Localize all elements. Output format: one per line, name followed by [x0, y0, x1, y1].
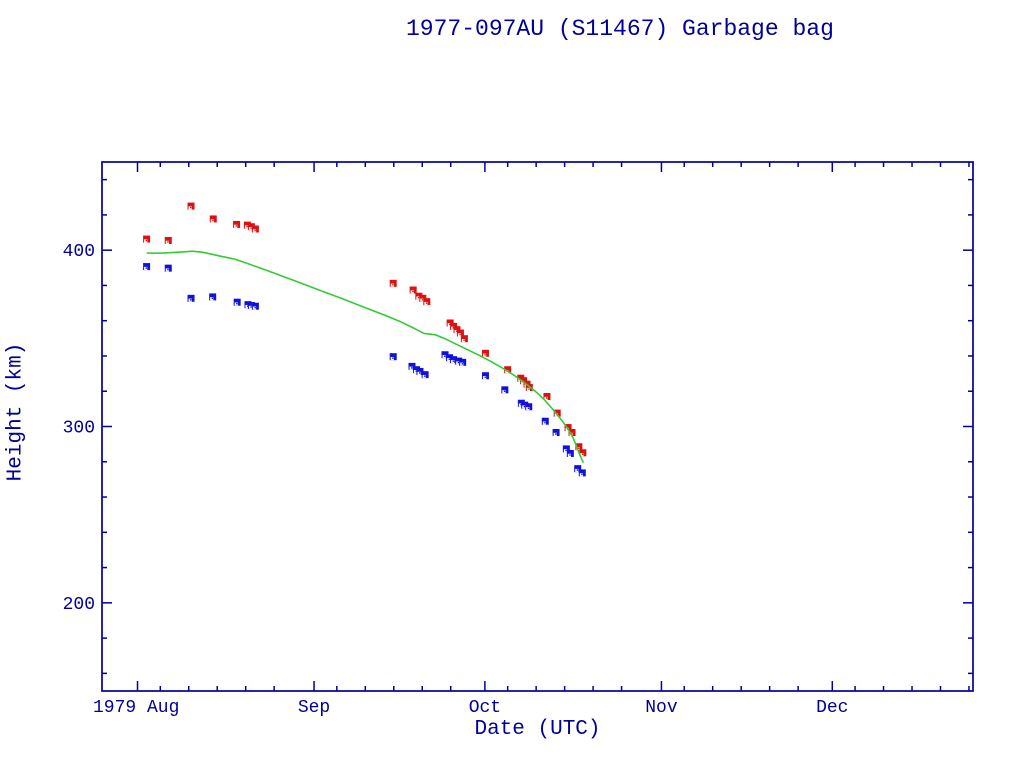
apogee-height-point — [579, 449, 587, 457]
apogee-height-point — [243, 221, 251, 229]
perigee-height-point — [459, 358, 467, 366]
plot-frame — [101, 161, 974, 692]
perigee-height-point — [247, 302, 255, 310]
perigee-height-point — [525, 403, 533, 411]
perigee-height-point — [209, 293, 217, 301]
perigee-height-point — [521, 401, 529, 409]
x-tick-label: Sep — [298, 698, 330, 718]
perigee-height-point — [187, 294, 195, 302]
perigee-height-point — [408, 362, 416, 370]
perigee-height-point — [552, 428, 560, 436]
apogee-height-point — [233, 220, 241, 228]
apogee-height-point — [415, 292, 423, 300]
x-tick-label: Oct — [469, 698, 501, 718]
perigee-height-point — [566, 449, 574, 457]
perigee-height-point — [164, 264, 172, 272]
apogee-height-point — [143, 235, 151, 243]
x-tick-label: Dec — [816, 698, 848, 718]
apogee-height-point — [209, 215, 217, 223]
x-axis-label: Date (UTC) — [474, 718, 601, 741]
perigee-height-point — [541, 417, 549, 425]
mean-height-line — [146, 250, 585, 463]
perigee-height-point — [481, 372, 489, 380]
apogee-height-point — [187, 202, 195, 210]
apogee-height-point — [409, 286, 417, 294]
apogee-height-point — [251, 225, 259, 233]
apogee-height-point — [423, 298, 431, 306]
perigee-height-point — [416, 367, 424, 375]
perigee-height-point — [578, 469, 586, 477]
y-tick-label: 200 — [63, 595, 95, 615]
apogee-height-point — [389, 279, 397, 287]
y-tick-label: 400 — [63, 242, 95, 262]
y-tick-label: 300 — [63, 419, 95, 439]
plot-title: 1977-097AU (S11467) Garbage bag — [406, 16, 834, 42]
perigee-height-point — [421, 371, 429, 379]
apogee-height-point — [247, 223, 255, 231]
perigee-height-point — [562, 445, 570, 453]
perigee-height-point — [574, 465, 582, 473]
perigee-height-point — [233, 298, 241, 306]
perigee-height-point — [389, 353, 397, 361]
apogee-height-point — [164, 236, 172, 244]
apogee-height-point — [456, 329, 464, 337]
apogee-height-point — [543, 393, 551, 401]
perigee-height-point — [446, 354, 454, 362]
perigee-height-point — [441, 351, 449, 359]
perigee-height-point — [251, 302, 259, 310]
perigee-height-point — [450, 356, 458, 364]
x-tick-label: Nov — [645, 698, 678, 718]
perigee-height-point — [455, 357, 463, 365]
x-tick-label: 1979 Aug — [93, 698, 179, 718]
apogee-height-point — [460, 335, 468, 343]
perigee-height-point — [143, 263, 151, 271]
perigee-height-point — [501, 386, 509, 394]
apogee-height-point — [419, 294, 427, 302]
apogee-height-point — [481, 349, 489, 357]
